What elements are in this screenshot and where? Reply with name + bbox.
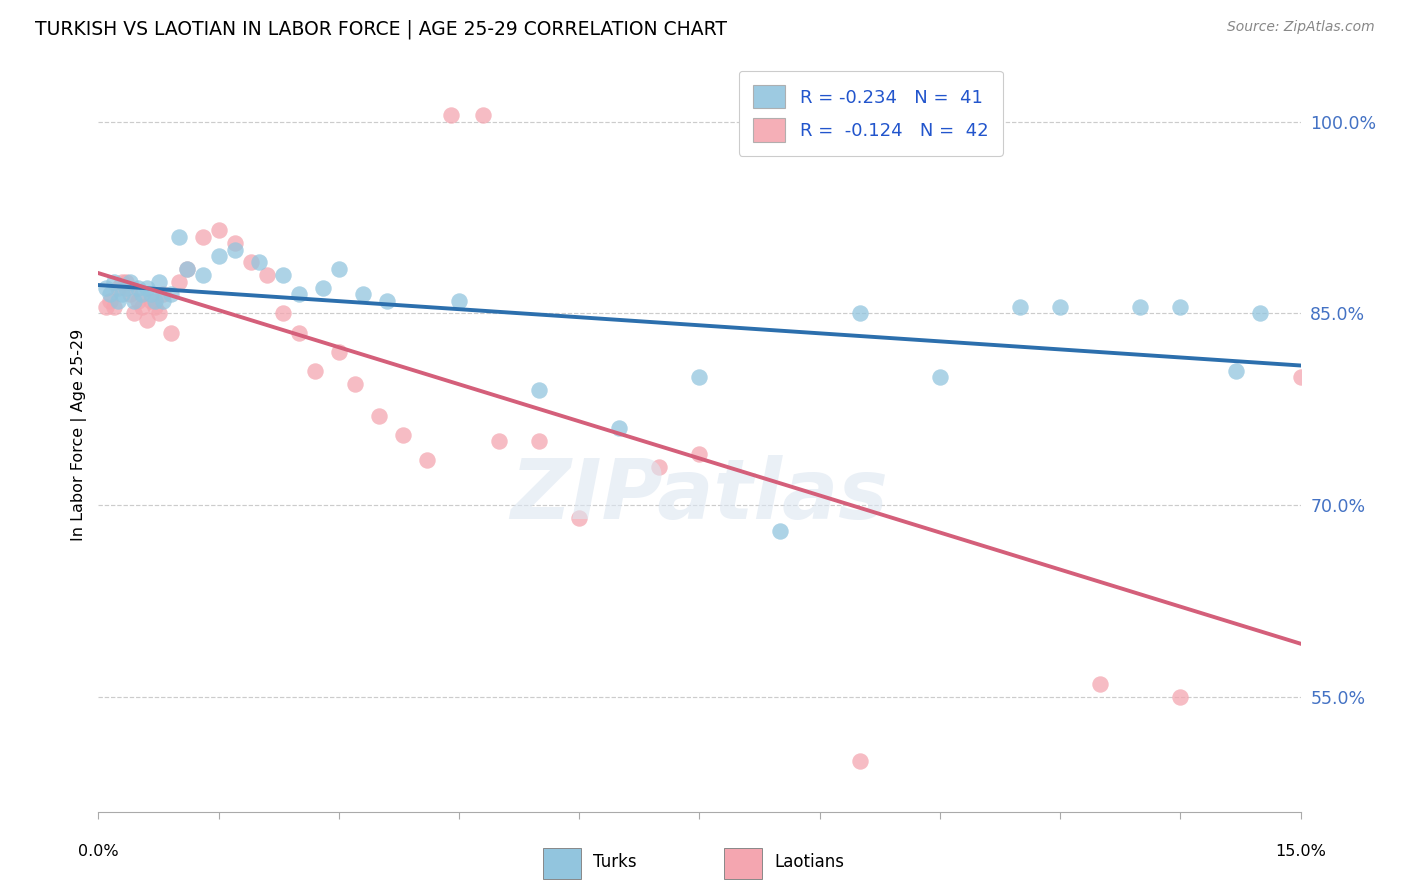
Text: ZIPatlas: ZIPatlas <box>510 455 889 536</box>
Point <box>152 287 174 301</box>
Point <box>271 306 294 320</box>
Point <box>135 313 157 327</box>
Point <box>124 306 146 320</box>
Point <box>167 275 190 289</box>
Point <box>103 275 125 289</box>
Point <box>304 364 326 378</box>
Point <box>529 383 551 397</box>
Point <box>159 287 181 301</box>
Point <box>648 459 671 474</box>
FancyBboxPatch shape <box>724 848 762 879</box>
Point <box>208 249 231 263</box>
Point <box>256 268 278 282</box>
Point <box>392 428 415 442</box>
Point <box>208 223 231 237</box>
Text: Laotians: Laotians <box>775 853 845 871</box>
Point <box>115 275 138 289</box>
Text: 15.0%: 15.0% <box>1275 844 1326 859</box>
Text: 0.0%: 0.0% <box>79 844 118 859</box>
Point <box>191 268 214 282</box>
Point <box>287 326 309 340</box>
Point <box>239 255 262 269</box>
Point <box>688 370 710 384</box>
Point <box>529 434 551 449</box>
Text: Turks: Turks <box>593 853 637 871</box>
Point <box>929 370 952 384</box>
Point <box>287 287 309 301</box>
Point <box>488 434 510 449</box>
Point <box>472 108 495 122</box>
Point <box>139 287 162 301</box>
Point <box>312 281 335 295</box>
Point <box>103 300 125 314</box>
Point <box>352 287 374 301</box>
Point <box>1289 370 1312 384</box>
Point <box>100 293 122 308</box>
Point <box>1250 306 1272 320</box>
Point <box>131 300 153 314</box>
Point <box>688 447 710 461</box>
Point <box>1129 300 1152 314</box>
Point <box>139 293 162 308</box>
Point <box>447 293 470 308</box>
Point <box>96 281 118 295</box>
Point <box>143 300 166 314</box>
Point <box>440 108 463 122</box>
Text: TURKISH VS LAOTIAN IN LABOR FORCE | AGE 25-29 CORRELATION CHART: TURKISH VS LAOTIAN IN LABOR FORCE | AGE … <box>35 20 727 39</box>
Point <box>328 261 350 276</box>
Point <box>568 511 591 525</box>
Point <box>148 306 170 320</box>
Point <box>328 344 350 359</box>
Point <box>167 230 190 244</box>
Point <box>148 275 170 289</box>
Point <box>176 261 198 276</box>
Text: Source: ZipAtlas.com: Source: ZipAtlas.com <box>1227 20 1375 34</box>
Point <box>1088 677 1111 691</box>
Point <box>128 293 150 308</box>
Point <box>128 281 150 295</box>
Point <box>100 287 122 301</box>
Point <box>1225 364 1247 378</box>
Point <box>375 293 398 308</box>
Point <box>115 281 138 295</box>
Point <box>609 421 631 435</box>
Point <box>135 281 157 295</box>
Point <box>768 524 790 538</box>
FancyBboxPatch shape <box>543 848 581 879</box>
Point <box>107 293 129 308</box>
Point <box>120 275 142 289</box>
Legend: R = -0.234   N =  41, R =  -0.124   N =  42: R = -0.234 N = 41, R = -0.124 N = 42 <box>738 70 1002 156</box>
Point <box>849 754 872 768</box>
Point <box>247 255 270 269</box>
Point <box>224 236 246 251</box>
Point <box>152 293 174 308</box>
Point <box>224 243 246 257</box>
Point <box>96 300 118 314</box>
Point <box>124 293 146 308</box>
Point <box>176 261 198 276</box>
Y-axis label: In Labor Force | Age 25-29: In Labor Force | Age 25-29 <box>72 329 87 541</box>
Point <box>120 287 142 301</box>
Point <box>159 326 181 340</box>
Point <box>143 293 166 308</box>
Point <box>343 376 366 391</box>
Point <box>111 275 134 289</box>
Point <box>1008 300 1031 314</box>
Point <box>1170 300 1192 314</box>
Point <box>849 306 872 320</box>
Point <box>1049 300 1071 314</box>
Point <box>131 287 153 301</box>
Point <box>271 268 294 282</box>
Point <box>368 409 391 423</box>
Point <box>111 287 134 301</box>
Point <box>416 453 439 467</box>
Point <box>191 230 214 244</box>
Point <box>1170 690 1192 704</box>
Point <box>107 281 129 295</box>
